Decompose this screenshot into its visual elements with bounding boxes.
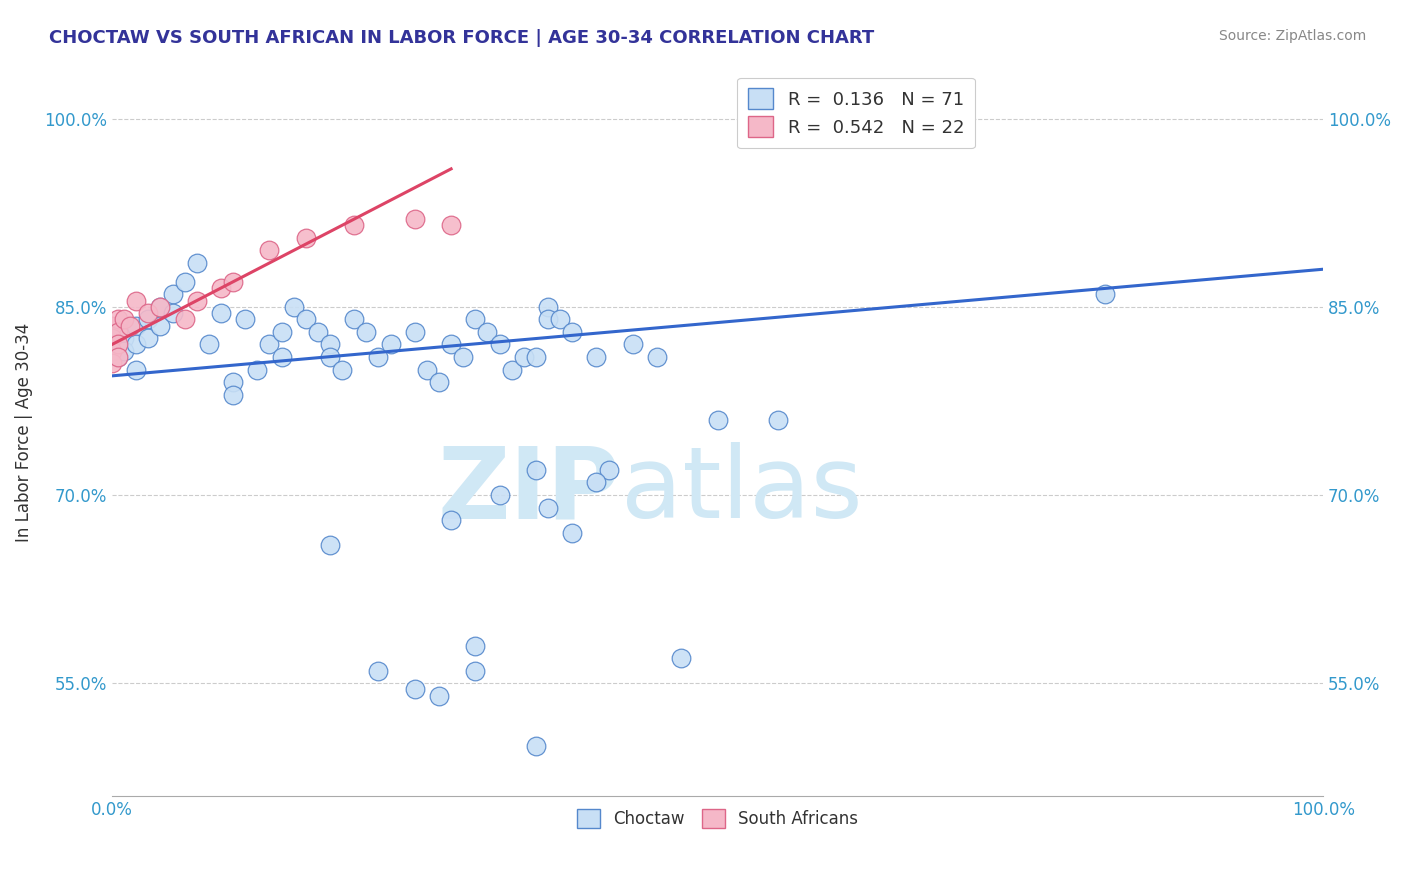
Point — [307, 325, 329, 339]
Point — [149, 300, 172, 314]
Point — [319, 538, 342, 552]
Point — [162, 287, 184, 301]
Point — [107, 350, 129, 364]
Point — [173, 275, 195, 289]
Point — [645, 350, 668, 364]
Point — [585, 350, 607, 364]
Point — [173, 312, 195, 326]
Text: atlas: atlas — [620, 442, 862, 539]
Point — [112, 312, 135, 326]
Point — [101, 356, 124, 370]
Point — [598, 463, 620, 477]
Point — [537, 300, 560, 314]
Point — [488, 337, 510, 351]
Point — [440, 337, 463, 351]
Point — [259, 244, 281, 258]
Point — [330, 362, 353, 376]
Point — [107, 312, 129, 326]
Point — [524, 739, 547, 753]
Point — [671, 651, 693, 665]
Point — [524, 350, 547, 364]
Point — [404, 325, 426, 339]
Point — [464, 664, 486, 678]
Point — [270, 350, 292, 364]
Point — [367, 664, 389, 678]
Point — [404, 212, 426, 227]
Point — [107, 350, 129, 364]
Point — [343, 312, 366, 326]
Point — [162, 306, 184, 320]
Point — [136, 306, 159, 320]
Point — [112, 331, 135, 345]
Y-axis label: In Labor Force | Age 30-34: In Labor Force | Age 30-34 — [15, 323, 32, 542]
Point — [294, 312, 316, 326]
Point — [380, 337, 402, 351]
Point — [283, 300, 305, 314]
Point — [101, 331, 124, 345]
Point — [107, 337, 129, 351]
Point — [537, 312, 560, 326]
Point — [259, 337, 281, 351]
Point — [451, 350, 474, 364]
Point — [246, 362, 269, 376]
Point — [356, 325, 378, 339]
Point — [427, 689, 450, 703]
Point — [209, 306, 232, 320]
Point — [209, 281, 232, 295]
Point — [294, 231, 316, 245]
Point — [125, 362, 148, 376]
Point — [120, 318, 142, 333]
Point — [706, 413, 728, 427]
Point — [198, 337, 221, 351]
Point — [585, 475, 607, 490]
Legend: Choctaw, South Africans: Choctaw, South Africans — [571, 803, 865, 835]
Point — [488, 488, 510, 502]
Text: CHOCTAW VS SOUTH AFRICAN IN LABOR FORCE | AGE 30-34 CORRELATION CHART: CHOCTAW VS SOUTH AFRICAN IN LABOR FORCE … — [49, 29, 875, 46]
Point — [548, 312, 571, 326]
Point — [101, 343, 124, 358]
Text: Source: ZipAtlas.com: Source: ZipAtlas.com — [1219, 29, 1367, 43]
Point — [416, 362, 439, 376]
Point — [270, 325, 292, 339]
Point — [343, 219, 366, 233]
Point — [766, 413, 789, 427]
Point — [125, 293, 148, 308]
Point — [1094, 287, 1116, 301]
Point — [524, 463, 547, 477]
Point — [149, 318, 172, 333]
Point — [319, 350, 342, 364]
Point — [125, 318, 148, 333]
Point — [513, 350, 536, 364]
Point — [149, 300, 172, 314]
Point — [561, 525, 583, 540]
Point — [367, 350, 389, 364]
Point — [404, 682, 426, 697]
Point — [222, 275, 245, 289]
Point — [222, 375, 245, 389]
Point — [319, 337, 342, 351]
Point — [222, 387, 245, 401]
Point — [107, 325, 129, 339]
Point — [501, 362, 523, 376]
Point — [427, 375, 450, 389]
Point — [440, 219, 463, 233]
Point — [621, 337, 644, 351]
Point — [464, 312, 486, 326]
Point — [112, 343, 135, 358]
Point — [537, 500, 560, 515]
Point — [464, 639, 486, 653]
Point — [107, 337, 129, 351]
Point — [477, 325, 499, 339]
Point — [440, 513, 463, 527]
Text: ZIP: ZIP — [437, 442, 620, 539]
Point — [107, 325, 129, 339]
Point — [186, 256, 208, 270]
Point — [561, 325, 583, 339]
Point — [136, 331, 159, 345]
Point — [186, 293, 208, 308]
Point — [136, 312, 159, 326]
Point — [125, 337, 148, 351]
Point — [233, 312, 256, 326]
Point — [101, 318, 124, 333]
